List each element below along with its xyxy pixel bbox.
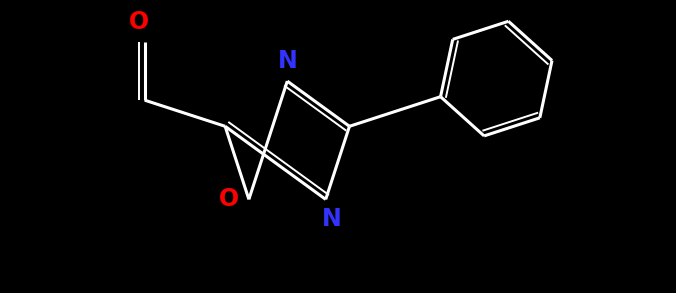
Text: N: N [322,207,341,231]
Text: O: O [218,188,239,211]
Text: N: N [277,49,297,73]
Text: O: O [129,10,149,34]
